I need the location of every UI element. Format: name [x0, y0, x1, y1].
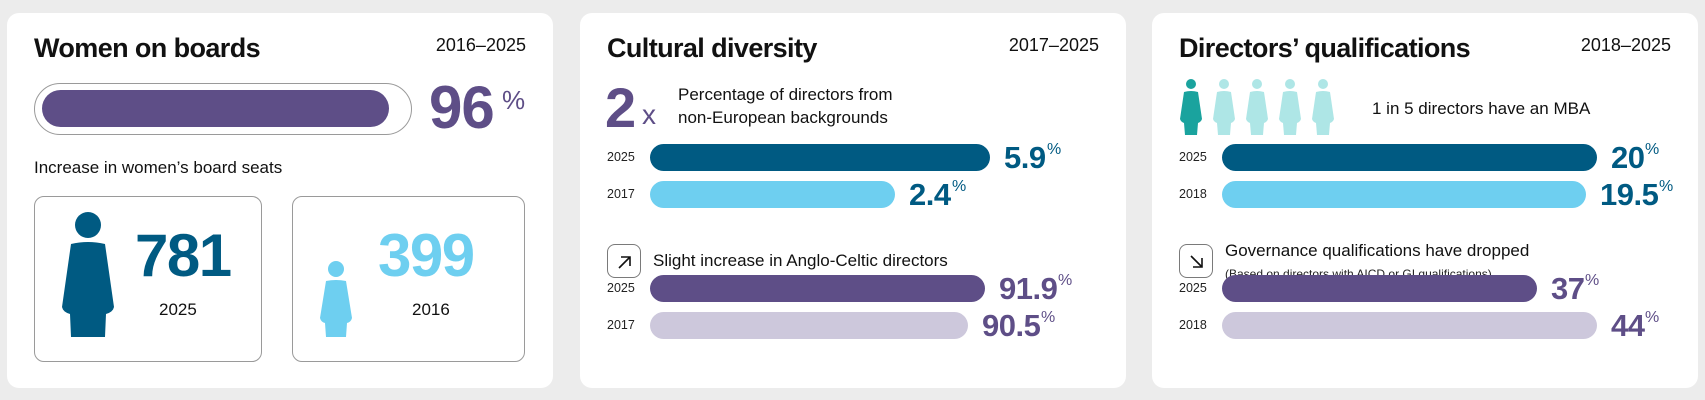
bar-category-label: 2025 — [1179, 150, 1207, 164]
bar-category-label: 2025 — [607, 150, 635, 164]
bar — [650, 312, 968, 339]
bar — [650, 275, 985, 302]
trend-icon-box — [607, 244, 641, 278]
trend-icon-box — [1179, 244, 1213, 278]
stat-value: 399 — [378, 222, 475, 289]
directors-qualifications-card: Directors’ qualifications 2018–2025 1 in… — [1152, 13, 1698, 388]
bar-value-label: 5.9 — [1004, 140, 1046, 175]
bar-unit-label: % — [1659, 178, 1674, 195]
multiplier-description: Percentage of directors from non-Europea… — [678, 83, 892, 129]
arrow-up-right-icon — [618, 256, 631, 269]
bar-category-label: 2017 — [607, 187, 635, 201]
bar-unit-label: % — [1645, 309, 1660, 326]
bar — [1222, 275, 1537, 302]
progress-fill — [42, 90, 389, 127]
bar-unit-label: % — [1041, 309, 1056, 326]
arrow-down-right-icon — [1190, 255, 1203, 268]
card-years: 2018–2025 — [1580, 35, 1671, 55]
woman-icon-small — [320, 261, 352, 337]
bar — [1222, 181, 1586, 208]
description-line: Percentage of directors from — [678, 85, 893, 104]
bar-unit-label: % — [1645, 141, 1660, 158]
headline-percentage: 96 — [429, 74, 495, 141]
stat-box-2016: 399 2016 — [292, 196, 525, 362]
card-years: 2017–2025 — [1008, 35, 1099, 55]
card-title: Directors’ qualifications — [1179, 33, 1471, 63]
bar-category-label: 2018 — [1179, 187, 1207, 201]
mba-text: 1 in 5 directors have an MBA — [1372, 99, 1591, 118]
bar-unit-label: % — [1585, 272, 1600, 289]
increase-label: Increase in women’s board seats — [34, 158, 283, 177]
bar-unit-label: % — [1047, 141, 1062, 158]
bar — [1222, 144, 1597, 171]
description-line: non-European backgrounds — [678, 108, 888, 127]
stat-value: 781 — [135, 222, 232, 289]
bar — [1222, 312, 1597, 339]
trend-text: Governance qualifications have dropped — [1225, 241, 1530, 260]
bar-category-label: 2025 — [607, 281, 635, 295]
bar-category-label: 2018 — [1179, 318, 1207, 332]
stat-year: 2025 — [159, 300, 197, 319]
bar-value-label: 91.9 — [999, 271, 1058, 306]
woman-icon — [62, 212, 114, 337]
trend-text: Slight increase in Anglo-Celtic director… — [653, 251, 948, 270]
cultural-diversity-card: Cultural diversity 2017–2025 2 x Percent… — [580, 13, 1126, 388]
bar-value-label: 44 — [1611, 308, 1645, 343]
person-icon — [1213, 79, 1334, 135]
bar-unit-label: % — [1058, 272, 1073, 289]
bar-value-label: 90.5 — [982, 308, 1041, 343]
bar-category-label: 2017 — [607, 318, 635, 332]
bar-unit-label: % — [952, 178, 967, 195]
bar-value-label: 20 — [1611, 140, 1645, 175]
women-on-boards-card: Women on boards 2016–2025 96 % Increase … — [7, 13, 553, 388]
bar-category-label: 2025 — [1179, 281, 1207, 295]
multiplier-symbol: x — [642, 99, 656, 130]
stat-year: 2016 — [412, 300, 450, 319]
bar — [650, 181, 895, 208]
progress-track — [34, 83, 412, 135]
person-icon-highlighted — [1180, 79, 1202, 135]
multiplier-number: 2 — [605, 76, 637, 139]
card-title: Cultural diversity — [607, 33, 817, 63]
bar — [650, 144, 990, 171]
bar-value-label: 37 — [1551, 271, 1585, 306]
bar-value-label: 2.4 — [909, 177, 951, 212]
card-years: 2016–2025 — [435, 35, 526, 55]
bar-value-label: 19.5 — [1600, 177, 1659, 212]
mba-ratio-icons — [1180, 79, 1334, 135]
card-title: Women on boards — [34, 33, 261, 63]
stat-box-2025: 781 2025 — [34, 196, 262, 362]
headline-percent-sign: % — [502, 85, 526, 115]
